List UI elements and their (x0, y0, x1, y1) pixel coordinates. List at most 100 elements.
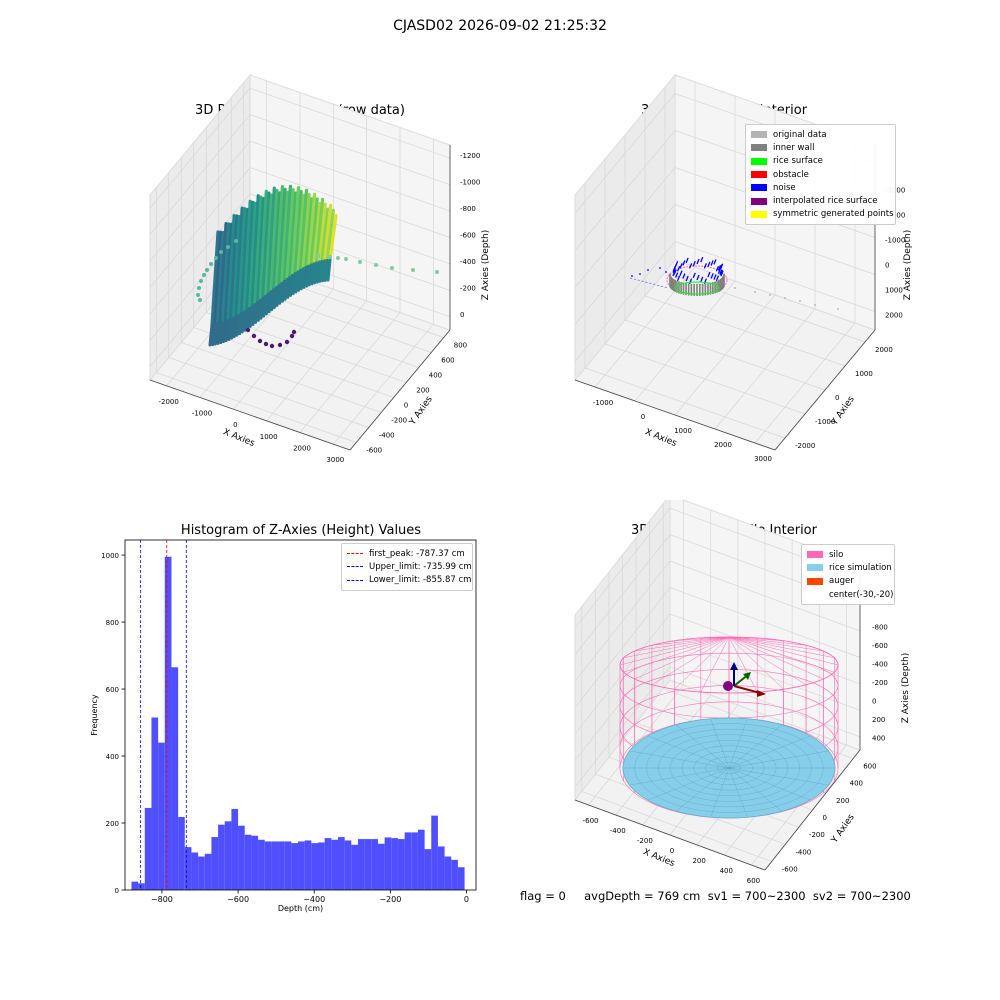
p4-z-tick: -400 (872, 660, 888, 668)
p2-noise-point (639, 273, 641, 275)
p1-wall-point (221, 222, 231, 325)
p1-wall-point (211, 323, 217, 347)
p1-z-tick: -1000 (460, 179, 480, 187)
p2-noise-point (665, 271, 667, 273)
p2-noise-point (647, 269, 649, 271)
p1-wall-point (213, 230, 223, 327)
p4-z-axis-label: Z Axies (Depth) (901, 653, 911, 724)
p1-data-point (209, 262, 213, 266)
x-tick-label: −600 (227, 895, 249, 904)
silo-top-rim (619, 636, 839, 694)
legend-item: original data (751, 128, 890, 141)
p1-wall-point (301, 192, 311, 271)
legend-label: first_peak: -787.37 cm (369, 548, 465, 559)
legend-swatch (807, 564, 823, 572)
p4-z-tick: -200 (872, 679, 888, 687)
legend-swatch (807, 551, 823, 559)
histogram-bar (171, 667, 179, 890)
p2-noise-point (682, 273, 686, 279)
p4-x-tick: -400 (610, 827, 626, 835)
rice-mesh (629, 767, 730, 786)
histogram-bar (431, 815, 438, 890)
histogram-bar (371, 839, 378, 890)
p1-wall-point (237, 207, 247, 317)
histogram-bar (238, 825, 245, 890)
p2-z-tick: 2000 (885, 312, 903, 320)
legend-swatch (751, 144, 767, 152)
histogram-bar (178, 816, 185, 890)
p4-y-tick: 0 (823, 814, 827, 822)
histogram-title: Histogram of Z-Axies (Height) Values (180, 523, 422, 538)
p4-grid-z (574, 534, 861, 655)
p1-data-point (197, 286, 201, 290)
legend-label: obstacle (773, 169, 809, 180)
histogram-bar (364, 839, 372, 890)
p1-wall-point (234, 206, 244, 319)
p2-x-tick: -1000 (593, 399, 613, 407)
histogram-bar (151, 717, 159, 890)
p2-y-tick: 0 (835, 394, 839, 402)
p1-wall-point (262, 294, 268, 318)
p2-x-axis-label: X Axies (643, 427, 678, 449)
p2-grid-y (644, 295, 846, 367)
p1-grid-z (149, 140, 451, 262)
p1-wall-point (218, 222, 228, 325)
histogram-bar (318, 842, 325, 890)
legend-swatch (751, 171, 767, 179)
p1-wall-point (278, 281, 284, 305)
status-footer: flag = 0 avgDepth = 769 cm sv1 = 700~230… (520, 889, 911, 903)
histogram-bar (417, 829, 425, 890)
p1-wall-point (216, 321, 222, 345)
p1-y-tick: -400 (379, 432, 395, 440)
p2-original-point (769, 294, 771, 296)
p1-y-tick: 200 (416, 387, 429, 395)
p1-wall-point (304, 197, 314, 269)
p4-y-axis-line (764, 749, 861, 871)
legend-swatch (751, 131, 767, 139)
p1-wall-point (254, 300, 260, 324)
p4-z-tick: -800 (872, 623, 888, 631)
legend-swatch (751, 197, 767, 205)
p3-axes-frame (124, 539, 477, 891)
p1-wall-point (208, 323, 214, 347)
p2-noise-point (675, 272, 679, 278)
p2-z-tick: 1000 (885, 287, 903, 295)
p1-wall-point (210, 230, 220, 327)
p1-wall-point (302, 265, 308, 289)
p2-y-axis-label: Y Axies (829, 394, 857, 427)
histogram-bar (411, 832, 418, 890)
p2-grid-y (664, 271, 866, 343)
p1-wall-point (231, 214, 242, 320)
legend-swatch (751, 184, 767, 192)
p1-y-tick: 0 (404, 402, 408, 410)
p1-data-point (257, 338, 263, 344)
p1-wall-point (253, 195, 263, 307)
histogram-bar (144, 807, 152, 890)
p1-wall-point (320, 207, 330, 263)
p4-y-axis-label: Y Axies (829, 812, 857, 845)
rice-mesh (728, 735, 811, 769)
rice-mesh (728, 767, 748, 818)
p1-wall-point (314, 197, 325, 265)
y-tick-label: 600 (106, 686, 119, 694)
p2-noise-point (707, 271, 711, 278)
p2-noise-point (710, 260, 714, 266)
legend-item: inner wall (751, 141, 890, 154)
p1-z-axis-label: Z Axies (Depth) (481, 230, 491, 301)
p1-y-tick: 400 (429, 372, 442, 380)
p2-y-tick: -2000 (795, 442, 815, 450)
p1-wall-point (248, 304, 254, 328)
p2-grid-y (604, 343, 806, 415)
p1-wall-point (298, 188, 309, 272)
histogram-bar (351, 844, 358, 890)
p4-z-tick: 200 (872, 716, 885, 724)
p1-data-point (289, 333, 295, 339)
rice-mesh (728, 767, 829, 786)
p1-wall-point (307, 263, 313, 287)
p2-noise-point (672, 270, 676, 277)
histogram-bar (384, 837, 392, 890)
legend-swatch (751, 210, 767, 218)
p2-noise-point (719, 269, 723, 275)
p1-wall-point (293, 189, 303, 276)
silo-wire (728, 636, 824, 652)
